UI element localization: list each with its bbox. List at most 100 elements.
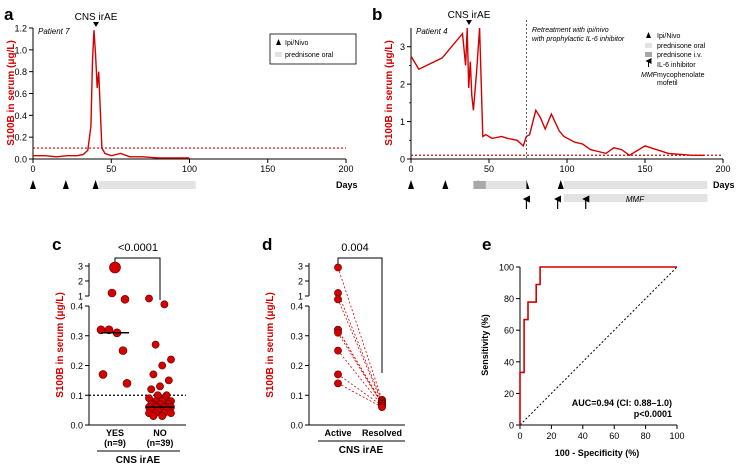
panel-label-e: e — [482, 235, 491, 254]
panel-e-xtick-label: 60 — [609, 431, 619, 441]
panel-d-pair-line — [337, 332, 383, 405]
panel-e-xtick-label: 100 — [669, 431, 684, 441]
panel-b-ipinivo-marker — [408, 180, 414, 189]
panel-b-prednisone-oral-bar — [563, 181, 708, 189]
panel-b-ytick-label: 1 — [400, 117, 405, 127]
panel-e-ytick-label: 80 — [504, 294, 514, 304]
panel-d-ylabel: S100B in serum (μg/L) — [265, 292, 276, 398]
panel-d-pair-line — [337, 329, 383, 405]
panel-c-series — [89, 261, 186, 420]
panel-a-annotation-marker — [93, 22, 99, 27]
panel-e-axes: 0 20 40 60 80 100 0 20 40 60 80 100 — [499, 263, 685, 442]
panel-c-ytick-label: 0.3 — [70, 331, 83, 341]
panel-e-xlabel: 100 - Specificity (%) — [555, 448, 640, 458]
panel-c-no-point — [149, 412, 158, 420]
panel-a-xtick-label: 150 — [260, 164, 275, 174]
panel-b-mmf-label: MMF — [626, 195, 645, 204]
panel-b-ipinivo-marker — [442, 180, 449, 189]
panel-c-bracket — [114, 257, 161, 300]
panel-c-no-point — [160, 300, 169, 309]
panel-e-ytick-label: 20 — [504, 389, 514, 399]
panel-d-ytick-label: 3 — [298, 262, 303, 272]
panel-b-legend-mmf: mycophenolate — [657, 72, 705, 79]
panel-c-no-point — [158, 361, 167, 370]
panel-d-pair-line — [337, 382, 383, 408]
panel-a-legend-pred: prednisone oral — [285, 52, 334, 59]
panel-c-pvalue: <0.0001 — [118, 242, 158, 254]
panel-b-legend-ipinivo-icon — [646, 32, 651, 38]
panel-a-ipinivo-marker — [30, 180, 36, 189]
panel-b-ytick-label: 2 — [400, 80, 405, 90]
panel-b-annotation: CNS irAE — [448, 10, 491, 21]
panel-c-n-yes: (n=9) — [104, 438, 126, 448]
panel-a-ylabel: S100B in serum (μg/L) — [6, 40, 17, 146]
panel-b-xlabel: Days — [713, 180, 735, 190]
panel-d-bracket — [337, 257, 383, 373]
panel-c-no-point — [164, 376, 173, 385]
panel-label-a: a — [4, 5, 14, 24]
panel-a-ipinivo-marker — [92, 180, 99, 189]
panel-a-series-line — [33, 30, 190, 159]
panel-a-xlabel: Days — [336, 180, 358, 190]
panel-b-ytick-label: 0 — [400, 155, 405, 165]
panel-b-ylabel: S100B in serum (μg/L) — [384, 40, 395, 146]
panel-a-ytick-label: 0.6 — [14, 89, 27, 99]
panel-a-ytick-label: 0.2 — [14, 133, 27, 143]
panel-c-ytick-label: 0.1 — [70, 391, 83, 401]
panel-b-mmf-bar — [563, 194, 708, 202]
panel-e-xtick-label: 20 — [546, 431, 556, 441]
panel-e-ylabel: Sensitivity (%) — [480, 314, 490, 376]
panel-e-roc-curve — [519, 266, 677, 425]
panel-b-legend-ipinivo: Ipi/Nivo — [657, 33, 680, 40]
panel-c-ytick-label: 3 — [78, 262, 83, 272]
panel-d-active-point — [334, 370, 342, 379]
panel-a-ytick-label: 1.0 — [14, 45, 27, 55]
panel-b-prednisone-oral-bar — [485, 181, 527, 189]
panel-d-pair-line — [337, 350, 383, 406]
panel-b-legend-predoral: prednisone oral — [657, 43, 706, 50]
panel-d-pvalue: 0.004 — [341, 242, 369, 254]
panel-d-active-point — [334, 379, 342, 388]
panel-c-no-point — [151, 340, 160, 349]
panel-c-no-point — [158, 412, 167, 420]
panel-c-no-point — [167, 355, 175, 364]
panel-c-ytick-label: 0.2 — [70, 361, 83, 371]
panel-c-yes-point — [118, 346, 128, 355]
panel-e-ytick-label: 100 — [499, 263, 514, 273]
panel-b-legend-predoral-icon — [645, 43, 652, 48]
panel-a-ipinivo-marker — [62, 180, 69, 189]
panel-e-ytick-label: 0 — [509, 421, 514, 431]
panel-a: S100B in serum (μg/L) Patient 7 CNS irAE… — [6, 12, 358, 190]
panel-c-yes-point — [109, 261, 121, 274]
panel-c-ytick-label: 0.4 — [70, 302, 83, 312]
panel-b-xtick-label: 150 — [637, 164, 652, 174]
panel-c-ytick-label: 0.0 — [70, 421, 83, 431]
panel-c-yes-point — [98, 370, 108, 379]
panel-d-resolved-point — [378, 403, 386, 412]
panel-c-no-point — [156, 382, 164, 391]
panel-d-ytick-label: 0.2 — [290, 361, 303, 371]
panel-d-active-point — [334, 346, 342, 355]
panel-label-c: c — [52, 235, 61, 254]
panel-c-no-point — [145, 294, 153, 303]
panel-label-b: b — [372, 5, 382, 24]
panel-a-xtick-label: 100 — [182, 164, 197, 174]
panel-d-ytick-label: 0.3 — [290, 331, 303, 341]
panel-d-ytick-label: 2 — [298, 277, 303, 287]
panel-d-xlabel: CNS irAE — [339, 445, 384, 456]
panel-a-ytick-label: 0.8 — [14, 67, 27, 77]
panel-a-legend-ipinivo: Ipi/Nivo — [285, 40, 308, 47]
panel-b-xtick-label: 200 — [715, 164, 730, 174]
panel-a-ytick-label: 1.2 — [14, 24, 27, 34]
panel-e-xtick-label: 80 — [641, 431, 651, 441]
panel-c-no-point — [167, 409, 175, 417]
panel-b-ytick-label: 3 — [400, 42, 405, 52]
panel-a-ticks — [30, 180, 196, 189]
panel-c-ylabel: S100B in serum (μg/L) — [55, 292, 66, 398]
panel-d-pair-line — [337, 292, 383, 402]
panel-b-ticks: MMF — [408, 180, 708, 209]
panel-e-xtick-label: 0 — [517, 431, 522, 441]
panel-b-series — [410, 20, 723, 159]
panel-c-n-no: (n=39) — [147, 438, 174, 448]
